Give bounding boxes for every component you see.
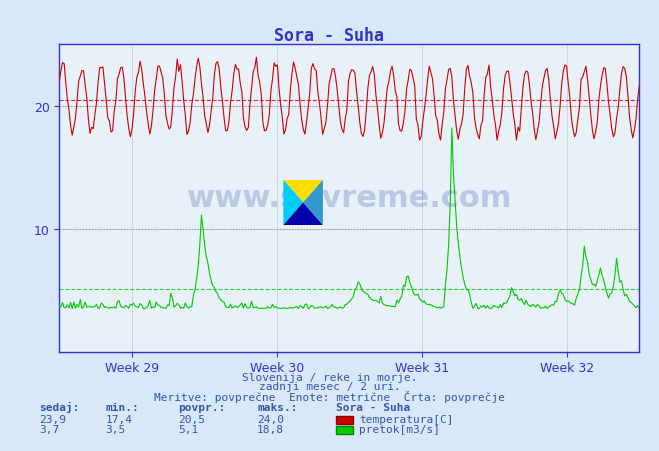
Text: www.si-vreme.com: www.si-vreme.com bbox=[186, 184, 512, 213]
Text: Sora - Suha: Sora - Suha bbox=[336, 402, 411, 412]
Text: 5,1: 5,1 bbox=[178, 424, 198, 434]
Text: 17,4: 17,4 bbox=[105, 414, 132, 423]
Text: 3,5: 3,5 bbox=[105, 424, 126, 434]
Text: 23,9: 23,9 bbox=[40, 414, 67, 423]
Text: 18,8: 18,8 bbox=[257, 424, 284, 434]
Text: temperatura[C]: temperatura[C] bbox=[359, 414, 453, 423]
Text: zadnji mesec / 2 uri.: zadnji mesec / 2 uri. bbox=[258, 381, 401, 391]
Text: maks.:: maks.: bbox=[257, 402, 297, 412]
Text: pretok[m3/s]: pretok[m3/s] bbox=[359, 424, 440, 434]
Polygon shape bbox=[283, 203, 323, 226]
Text: Slovenija / reke in morje.: Slovenija / reke in morje. bbox=[242, 372, 417, 382]
Text: Meritve: povprečne  Enote: metrične  Črta: povprečje: Meritve: povprečne Enote: metrične Črta:… bbox=[154, 390, 505, 402]
Polygon shape bbox=[283, 180, 323, 203]
Text: 3,7: 3,7 bbox=[40, 424, 60, 434]
Text: sedaj:: sedaj: bbox=[40, 401, 80, 412]
Text: povpr.:: povpr.: bbox=[178, 402, 225, 412]
Text: 20,5: 20,5 bbox=[178, 414, 205, 423]
Polygon shape bbox=[303, 180, 323, 226]
Text: min.:: min.: bbox=[105, 402, 139, 412]
Text: 24,0: 24,0 bbox=[257, 414, 284, 423]
Polygon shape bbox=[283, 180, 303, 226]
Text: Sora - Suha: Sora - Suha bbox=[275, 27, 384, 45]
